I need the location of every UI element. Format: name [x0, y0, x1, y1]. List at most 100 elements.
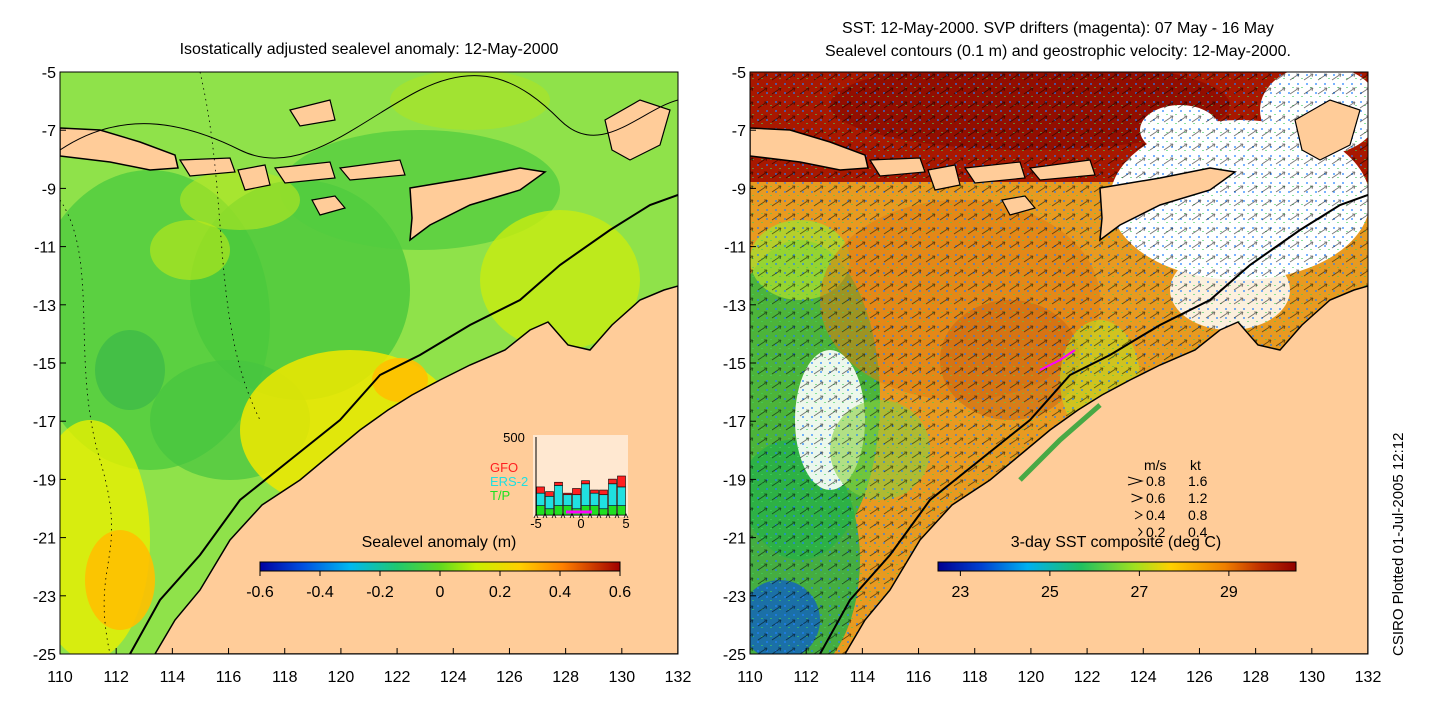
left-colorbar-label: Sealevel anomaly (m)	[362, 534, 517, 551]
inset-bar-gfo	[590, 489, 599, 494]
inset-x-ticks: -5 0 5	[530, 513, 630, 531]
inset-ymax-label: 500	[503, 430, 525, 445]
left-x-tick-label: 130	[608, 669, 635, 686]
right-x-tick-label: 110	[737, 669, 763, 686]
left-y-tick-label: -13	[33, 298, 56, 315]
velocity-legend-ms-header: m/s	[1144, 457, 1167, 473]
inset-bar-gfo	[536, 486, 545, 494]
left-y-tick-label: -7	[42, 123, 56, 140]
inset-bar-tp	[554, 505, 563, 516]
inset-bar-ers2	[545, 495, 554, 510]
left-colorbar-tick-label: -0.6	[246, 584, 274, 601]
right-y-tick-label: -23	[723, 589, 746, 606]
velocity-legend-arrow	[1131, 493, 1144, 503]
left-map-title: Isostatically adjusted sealevel anomaly:…	[179, 41, 559, 58]
right-x-tick-label: 120	[1018, 669, 1045, 686]
velocity-legend-kt: 1.2	[1188, 490, 1208, 506]
left-colorbar-tick-label: -0.2	[366, 584, 394, 601]
left-colorbar-tick-label: 0.4	[549, 584, 571, 601]
left-y-tick-label: -11	[34, 240, 56, 257]
velocity-legend: m/s kt 0.8 1.60.6 1.20.4 0.80.2 0.4	[1127, 457, 1208, 540]
inset-day-marker	[614, 513, 620, 519]
inset-bar-ers2	[590, 492, 599, 506]
left-colorbar-tick-label: 0.6	[609, 584, 631, 601]
inset-x-tick-label: 5	[622, 516, 629, 531]
right-colorbar	[937, 561, 1297, 572]
inset-day-marker	[605, 513, 611, 519]
right-y-tick-label: -9	[732, 181, 746, 198]
inset-bar-tp	[590, 505, 599, 516]
right-x-tick-label: 130	[1298, 669, 1325, 686]
left-colorbar-ticks: -0.6 -0.4 -0.2 0 0.2 0.4 0.6	[246, 571, 631, 601]
inset-bar-ers2	[554, 485, 563, 506]
right-colorbar-tick-label: 29	[1220, 584, 1238, 601]
right-y-tick-label: -7	[732, 123, 746, 140]
velocity-legend-kt-header: kt	[1190, 457, 1201, 473]
left-x-tick-label: 120	[328, 669, 355, 686]
inset-day-marker	[587, 513, 593, 519]
left-x-tick-label: 132	[665, 669, 692, 686]
inset-bar-gfo	[581, 480, 590, 485]
left-y-tick-label: -21	[33, 531, 56, 548]
right-colorbar-tick-label: 23	[951, 584, 969, 601]
left-colorbar-tick-label: 0	[436, 584, 445, 601]
inset-x-tick-label: -5	[530, 516, 542, 531]
inset-bar-tp	[563, 505, 572, 516]
left-y-tick-label: -15	[33, 356, 56, 373]
inset-bar-gfo	[563, 492, 572, 496]
inset-bar-tp	[581, 505, 590, 516]
left-y-tick-label: -25	[33, 647, 56, 664]
velocity-legend-arrow	[1127, 476, 1144, 486]
right-y-tick-label: -11	[724, 240, 746, 257]
inset-bar-gfo	[572, 488, 581, 496]
inset-bar-tp	[617, 505, 626, 516]
inset-bar-tp	[608, 505, 617, 516]
inset-day-marker	[623, 513, 629, 519]
inset-bar-gfo	[617, 475, 626, 488]
inset-bar-ers2	[581, 483, 590, 506]
map-axes: 110 112 114 116 118 120 122 124 126 128 130 132 -5 -7…	[33, 65, 1382, 686]
left-colorbar	[259, 561, 621, 572]
inset-bar-tp	[599, 508, 608, 516]
left-x-tick-label: 112	[103, 669, 129, 686]
inset-legend-item: GFO	[490, 460, 518, 475]
right-x-tick-label: 132	[1355, 669, 1382, 686]
right-x-tick-label: 124	[1130, 669, 1157, 686]
left-x-tick-label: 118	[272, 669, 298, 686]
velocity-legend-ms: 0.4	[1146, 507, 1166, 523]
inset-bars	[536, 475, 626, 516]
right-x-tick-label: 126	[1186, 669, 1213, 686]
velocity-legend-arrow	[1134, 510, 1144, 520]
inset-day-marker	[596, 513, 602, 519]
inset-bar-gfo	[554, 481, 563, 486]
right-x-tick-label: 122	[1074, 669, 1101, 686]
inset-bar-tp	[536, 505, 545, 516]
left-y-tick-label: -9	[42, 181, 56, 198]
right-x-tick-label: 114	[850, 669, 876, 686]
right-y-tick-label: -5	[732, 65, 746, 82]
inset-bar-gfo	[608, 478, 617, 485]
left-x-tick-label: 124	[440, 669, 467, 686]
right-map: m/s kt 0.8 1.60.6 1.20.4 0.80.2 0.4 3-day SS…	[749, 71, 1369, 655]
right-map-title-line1: SST: 12-May-2000. SVP drifters (magenta)…	[842, 20, 1274, 37]
inset-bar-ers2	[617, 486, 626, 506]
inset-bar-tp	[545, 508, 554, 516]
inset-day-marker	[578, 513, 584, 519]
inset-day-marker	[533, 513, 539, 519]
left-x-tick-label: 110	[47, 669, 73, 686]
left-y-tick-label: -23	[33, 589, 56, 606]
inset-bar-gfo	[599, 489, 608, 496]
velocity-legend-kt: 1.6	[1188, 473, 1208, 489]
left-y-tick-label: -5	[42, 65, 56, 82]
left-y-tick-label: -17	[33, 414, 56, 431]
inset-legend-item: T/P	[490, 488, 510, 503]
right-map-title-line2: Sealevel contours (0.1 m) and geostrophi…	[824, 43, 1291, 60]
right-y-tick-label: -13	[723, 298, 746, 315]
inset-bar-gfo	[545, 491, 554, 497]
right-colorbar-tick-label: 25	[1041, 584, 1059, 601]
right-x-tick-label: 112	[793, 669, 819, 686]
velocity-legend-kt: 0.4	[1188, 524, 1208, 540]
right-colorbar-tick-label: 27	[1130, 584, 1148, 601]
